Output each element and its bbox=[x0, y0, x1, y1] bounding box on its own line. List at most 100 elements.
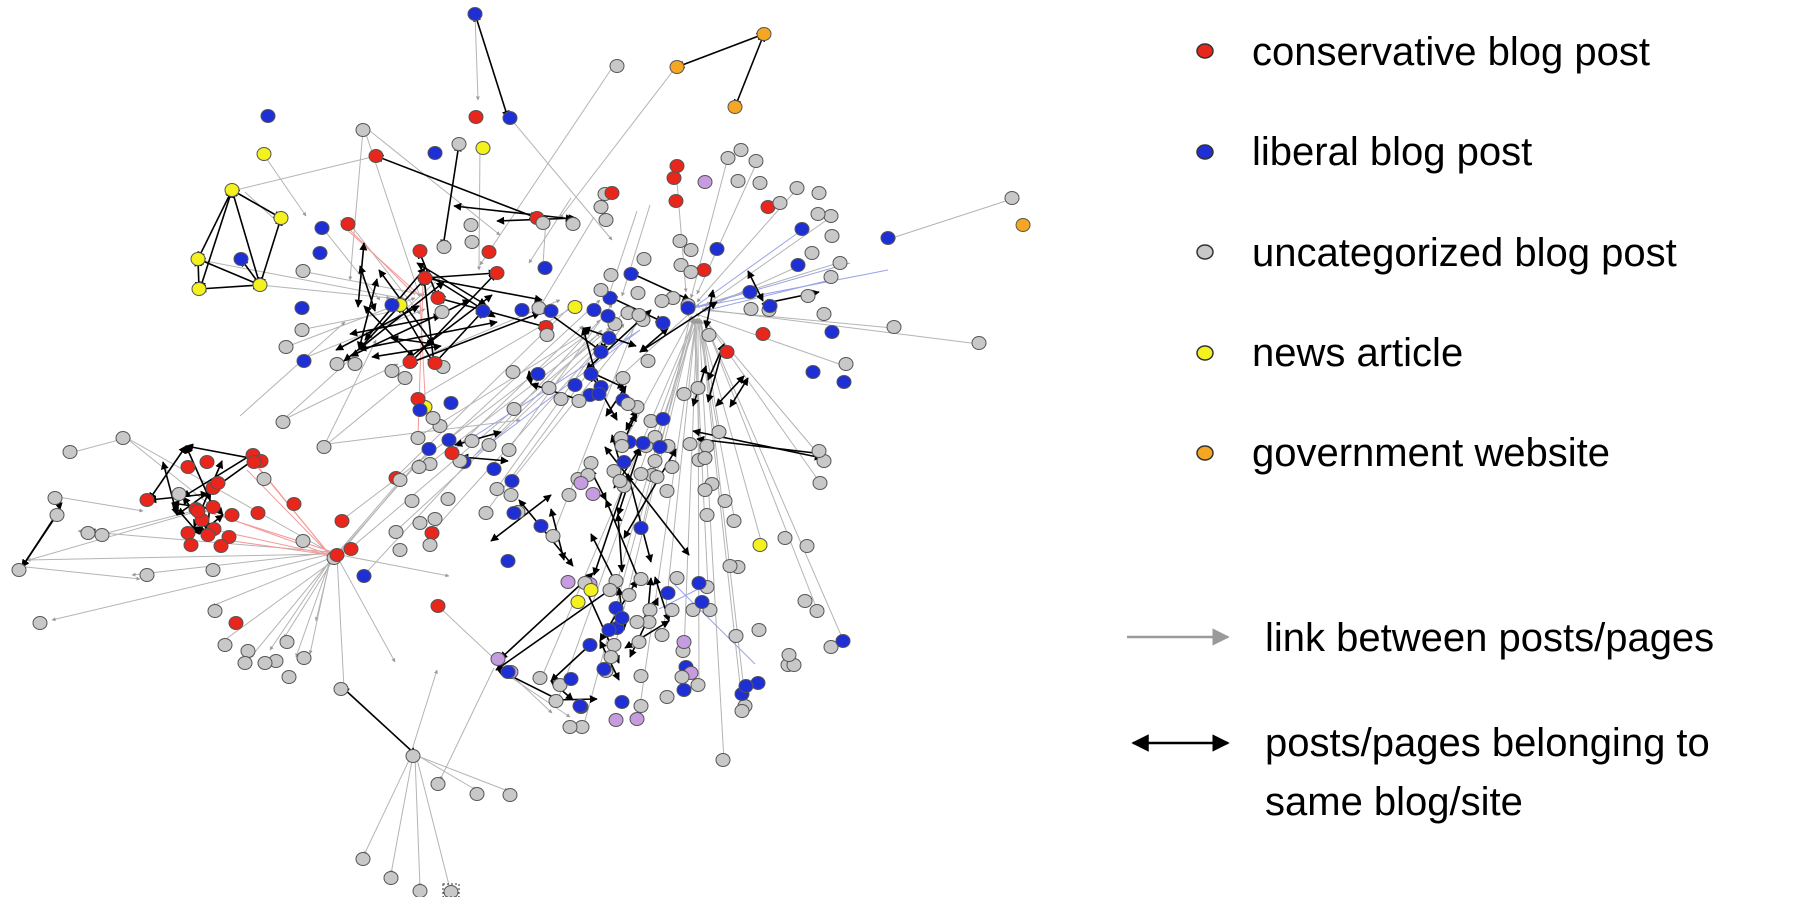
uncategorized-node bbox=[47, 491, 63, 505]
conservative-link-edge bbox=[225, 539, 331, 556]
uncategorized-node bbox=[443, 885, 459, 897]
conservative-node bbox=[205, 500, 221, 514]
conservative-node bbox=[250, 506, 266, 520]
uncategorized-node bbox=[410, 431, 426, 445]
uncategorized-node bbox=[279, 635, 295, 649]
legend-swatch-liberal bbox=[1196, 144, 1214, 160]
same-site-edge bbox=[696, 435, 824, 458]
link-edges bbox=[21, 13, 1013, 890]
uncategorized-node bbox=[593, 283, 609, 297]
conservative-node bbox=[719, 345, 735, 359]
liberal-node bbox=[880, 231, 896, 245]
liberal-node bbox=[486, 462, 502, 476]
uncategorized-node bbox=[464, 235, 480, 249]
uncategorized-node bbox=[503, 488, 519, 502]
liberal-node bbox=[593, 345, 609, 359]
conservative-node bbox=[224, 508, 240, 522]
liberal-node bbox=[600, 309, 616, 323]
network-nodes bbox=[11, 7, 1031, 897]
uncategorized-node bbox=[94, 528, 110, 542]
conservative-node bbox=[489, 266, 505, 280]
link-edge bbox=[336, 555, 346, 689]
uncategorized-node bbox=[664, 603, 680, 617]
liberal-node bbox=[655, 412, 671, 426]
uncategorized-node bbox=[659, 484, 675, 498]
legend-label-news: news article bbox=[1252, 331, 1463, 375]
uncategorized-node bbox=[664, 460, 680, 474]
uncategorized-node bbox=[631, 308, 647, 322]
link-edge bbox=[474, 13, 480, 101]
link-edge bbox=[415, 754, 452, 890]
uncategorized-node bbox=[781, 648, 797, 662]
uncategorized-node bbox=[811, 444, 827, 458]
uncategorized-node bbox=[812, 476, 828, 490]
legend-item-government: government website bbox=[1196, 431, 1610, 475]
link-edge bbox=[414, 753, 477, 791]
uncategorized-node bbox=[804, 246, 820, 260]
conservative-node bbox=[210, 476, 226, 490]
uncategorized-node bbox=[388, 525, 404, 539]
liberal-node bbox=[356, 569, 372, 583]
conservative-node bbox=[424, 526, 440, 540]
conservative-node bbox=[668, 194, 684, 208]
uncategorized-node bbox=[422, 538, 438, 552]
uncategorized-node bbox=[237, 656, 253, 670]
link-edge bbox=[695, 313, 846, 367]
uncategorized-node bbox=[62, 445, 78, 459]
uncategorized-node bbox=[673, 258, 689, 272]
link-edge bbox=[621, 204, 651, 297]
colored-link-edges bbox=[194, 219, 889, 665]
selection-marker bbox=[442, 883, 460, 897]
same-site-edge bbox=[453, 202, 574, 223]
legend: conservative blog post liberal blog post… bbox=[1127, 30, 1714, 824]
link-edge bbox=[528, 197, 572, 264]
conservative-node bbox=[430, 291, 446, 305]
uncategorized-node bbox=[777, 531, 793, 545]
liberal-node bbox=[694, 595, 710, 609]
link-edge bbox=[131, 552, 328, 577]
liberal-node bbox=[537, 261, 553, 275]
uncategorized-node bbox=[629, 615, 645, 629]
liberal-node bbox=[709, 242, 725, 256]
link-edge bbox=[235, 155, 377, 192]
uncategorized-node bbox=[633, 467, 649, 481]
conservative-node bbox=[427, 356, 443, 370]
legend-item-news: news article bbox=[1196, 331, 1463, 375]
news-node bbox=[256, 147, 272, 161]
uncategorized-node bbox=[539, 328, 555, 342]
same-site-edge bbox=[358, 265, 377, 312]
uncategorized-node bbox=[614, 439, 630, 453]
link-edge bbox=[348, 129, 364, 281]
uncategorized-node bbox=[621, 588, 637, 602]
uncategorized-node bbox=[838, 357, 854, 371]
uncategorized-node bbox=[722, 559, 738, 573]
uncategorized-node bbox=[633, 699, 649, 713]
uncategorized-node bbox=[654, 628, 670, 642]
liberal-node bbox=[794, 222, 810, 236]
link-edge bbox=[282, 363, 399, 421]
uncategorized-node bbox=[562, 720, 578, 734]
uncategorized-node bbox=[436, 240, 452, 254]
liberal-node bbox=[623, 267, 639, 281]
uncategorized-node bbox=[1004, 191, 1020, 205]
uncategorized-node bbox=[809, 604, 825, 618]
uncategorized-node bbox=[609, 59, 625, 73]
uncategorized-node bbox=[654, 294, 670, 308]
conservative-link-edge bbox=[339, 219, 416, 296]
news-node bbox=[475, 141, 491, 155]
news-node bbox=[273, 211, 289, 225]
link-edge bbox=[891, 198, 1013, 239]
uncategorized-node bbox=[278, 340, 294, 354]
same-site-edge bbox=[390, 335, 435, 347]
news-node bbox=[191, 282, 207, 296]
liberal-node bbox=[260, 109, 276, 123]
uncategorized-node bbox=[205, 563, 221, 577]
uncategorized-node bbox=[392, 473, 408, 487]
conservative-node bbox=[221, 530, 237, 544]
link-edge bbox=[701, 308, 894, 329]
uncategorized-node bbox=[630, 286, 646, 300]
link-edge bbox=[326, 418, 521, 445]
legend-swatch-news bbox=[1196, 345, 1214, 361]
same-site-edge bbox=[676, 32, 765, 69]
liberal-node bbox=[596, 662, 612, 676]
